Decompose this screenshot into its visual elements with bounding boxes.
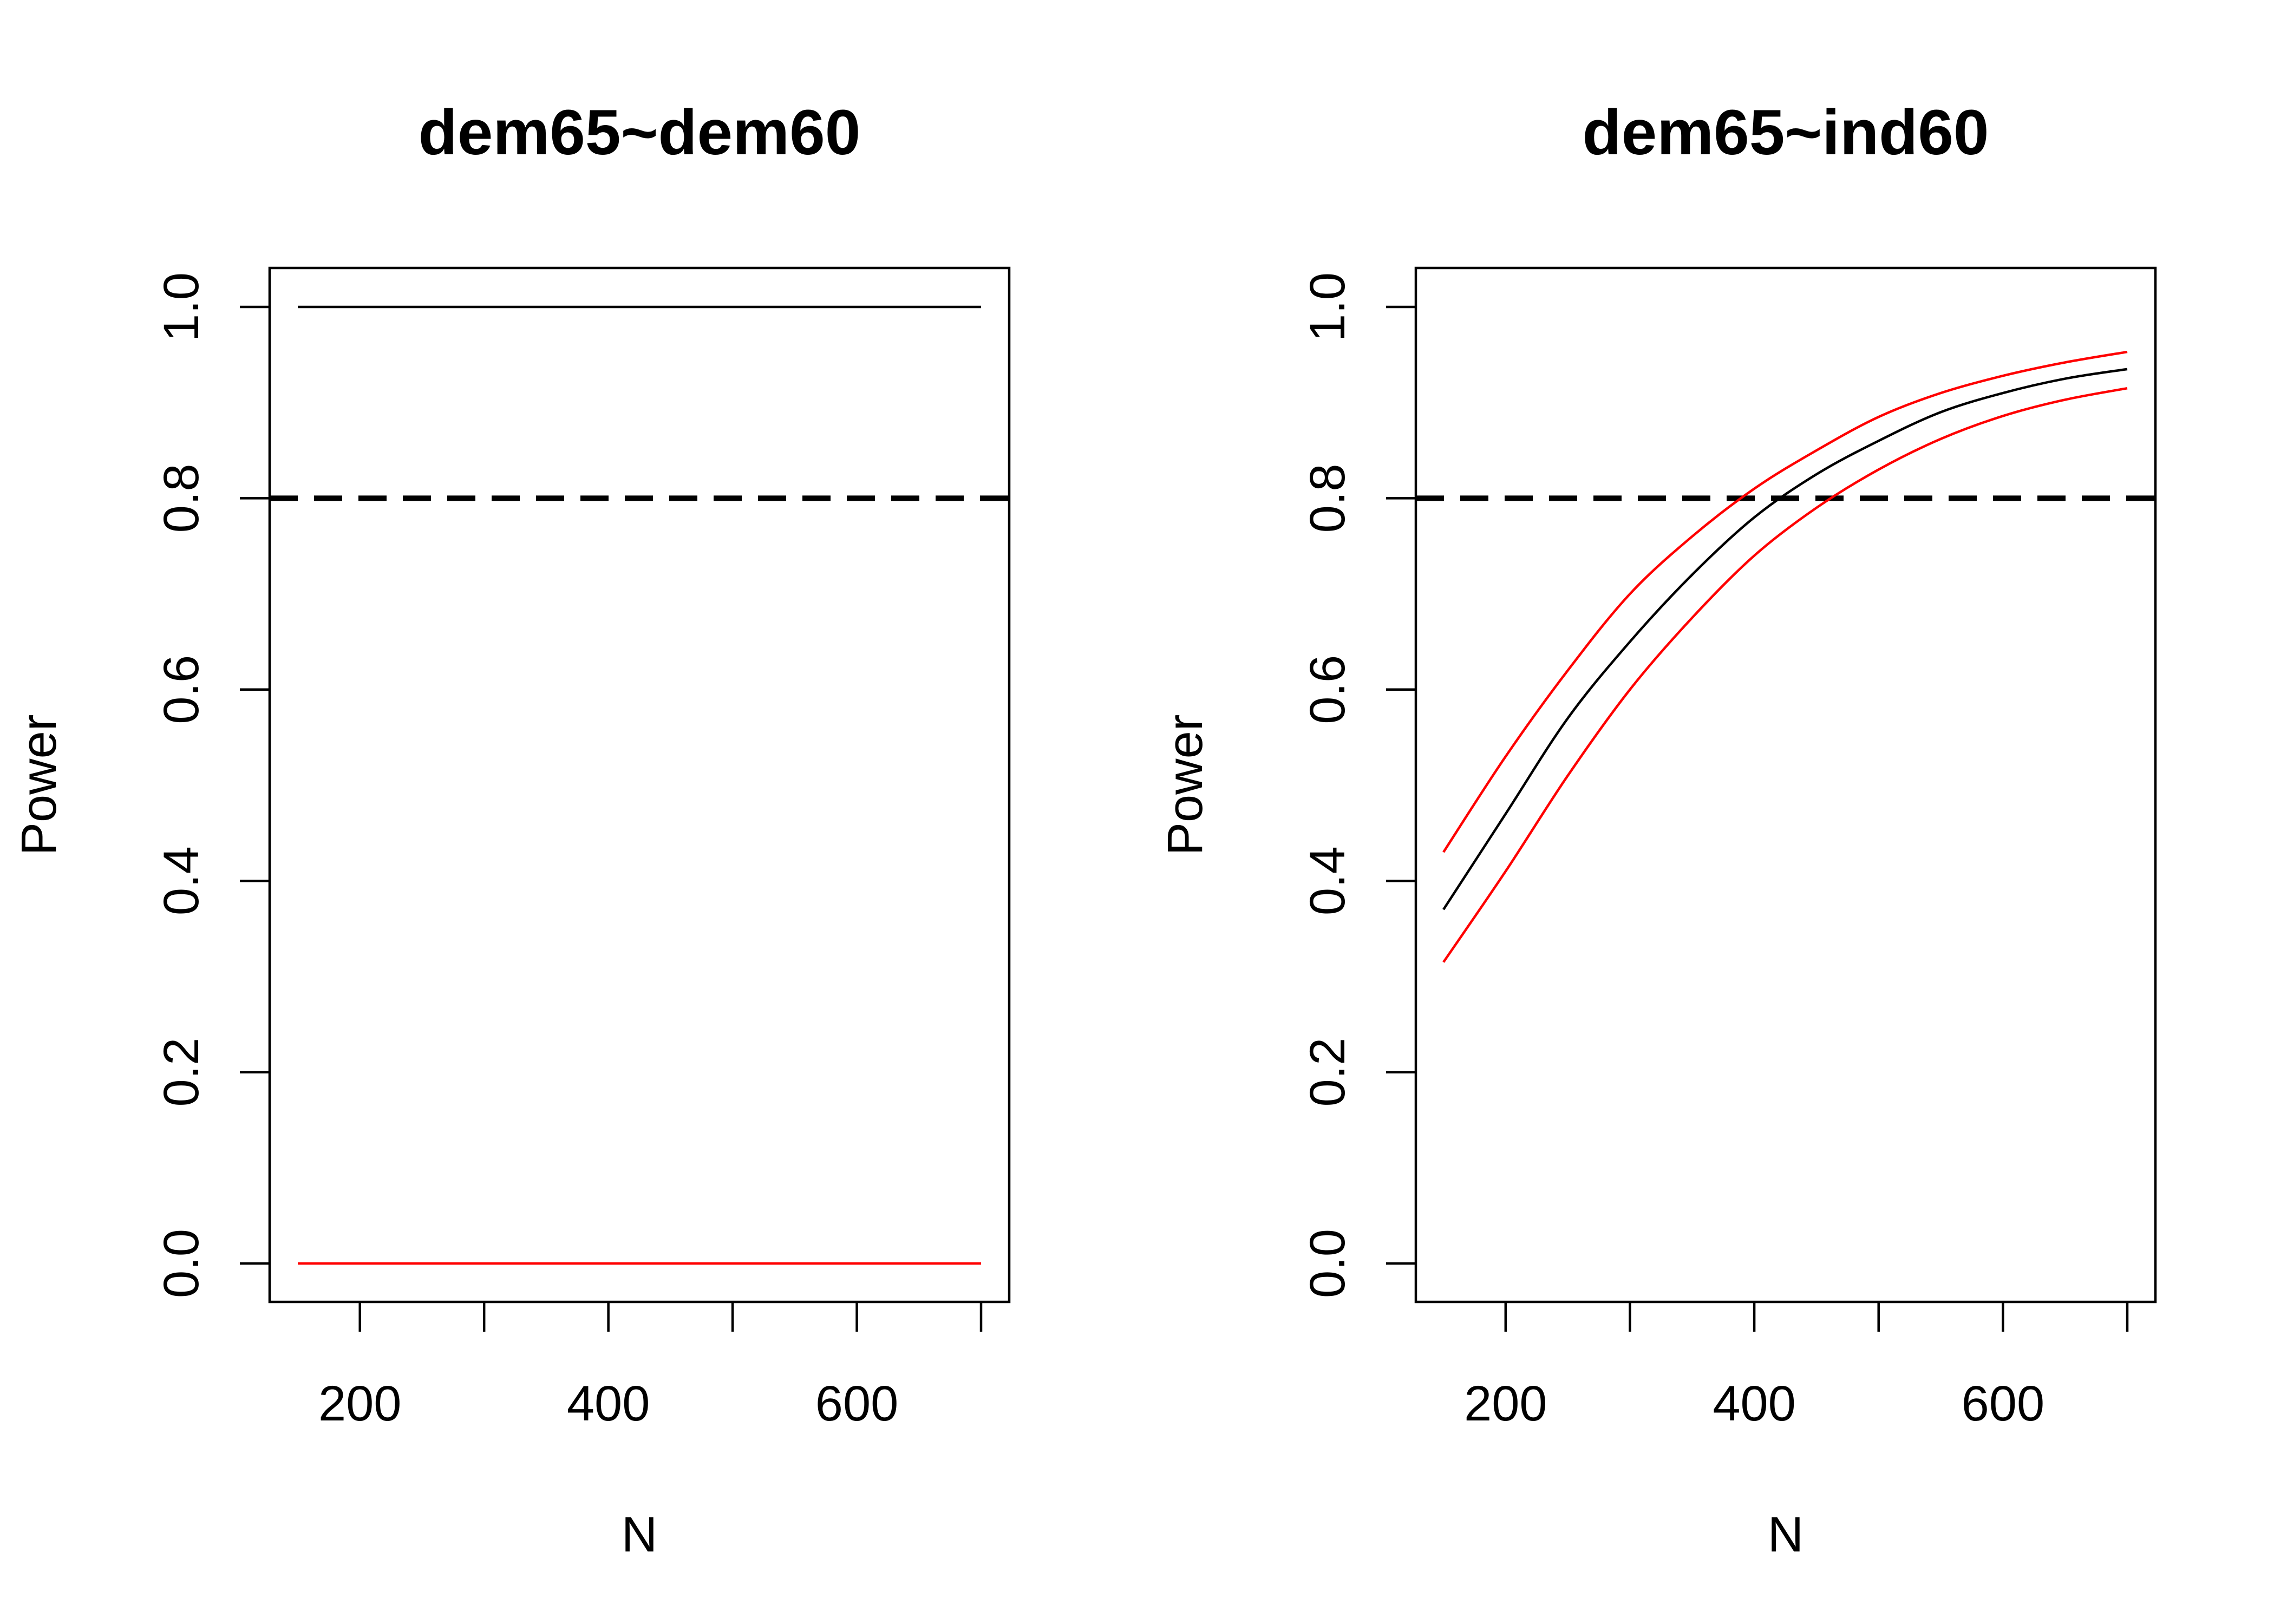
y-tick-label: 1.0 (1300, 272, 1355, 342)
x-tick-label: 200 (318, 1376, 402, 1431)
y-tick-label: 0.8 (1300, 463, 1355, 533)
y-tick-label: 0.0 (154, 1229, 209, 1298)
y-tick-label: 0.6 (1300, 655, 1355, 724)
series-line-2 (1442, 350, 2128, 853)
series-line-3 (1442, 387, 2128, 963)
plot-frame (1414, 266, 2157, 1304)
panel-2: dem65~ind60 200 400 600 N 0.0 0.2 0.4 0.6 0.8 1.0 P… (1158, 97, 2157, 1562)
x-tick-label: 400 (567, 1376, 650, 1431)
chart-panels: dem65~dem60 200 400 600 N 0.0 0.2 0.4 0.6 0.8 1.0 P… (11, 97, 2157, 1562)
y-axis-label: Power (1158, 715, 1213, 856)
y-tick-label: 0.0 (1300, 1229, 1355, 1298)
x-axis-label: N (622, 1507, 657, 1562)
plot-frame (268, 266, 1011, 1304)
x-tick-label: 400 (1713, 1376, 1796, 1431)
y-tick-label: 1.0 (154, 272, 209, 342)
y-tick-label: 0.2 (1300, 1038, 1355, 1107)
y-tick-label: 0.4 (154, 846, 209, 915)
x-tick-label: 600 (1962, 1376, 2045, 1431)
x-tick-label: 600 (815, 1376, 899, 1431)
x-axis-label: N (1768, 1507, 1803, 1562)
y-tick-label: 0.2 (154, 1038, 209, 1107)
series-line-1 (1442, 368, 2128, 911)
panel-title: dem65~ind60 (1583, 97, 1989, 168)
y-tick-label: 0.4 (1300, 846, 1355, 915)
panel-title: dem65~dem60 (419, 97, 861, 168)
panel-1: dem65~dem60 200 400 600 N 0.0 0.2 0.4 0.6 0.8 1.0 P… (11, 97, 1011, 1562)
y-axis-label: Power (11, 715, 67, 856)
y-tick-label: 0.6 (154, 655, 209, 724)
x-tick-label: 200 (1464, 1376, 1547, 1431)
y-tick-label: 0.8 (154, 463, 209, 533)
